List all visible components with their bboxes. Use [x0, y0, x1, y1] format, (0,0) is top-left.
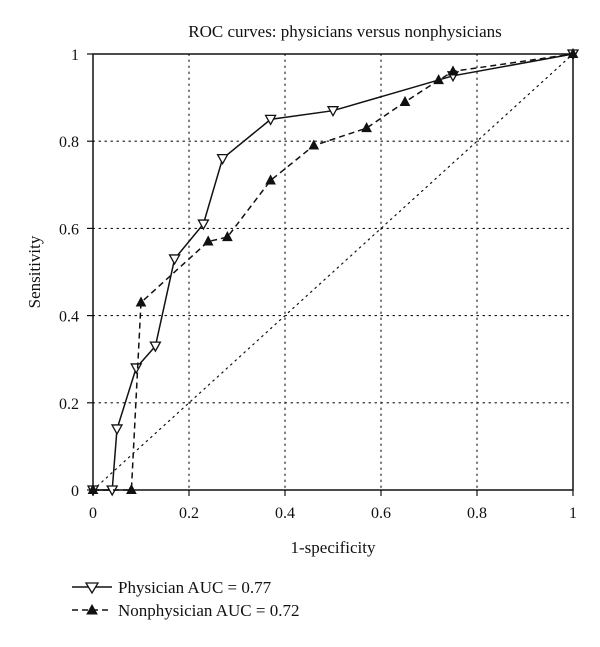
- x-axis-ticks: 0 0.2 0.4 0.6 0.8 1: [89, 490, 577, 522]
- series-0: [86, 49, 580, 497]
- chart-title: ROC curves: physicians versus nonphysici…: [188, 22, 502, 41]
- point-1-7: [361, 122, 372, 133]
- y-tick-label-3: 0.6: [59, 221, 79, 238]
- point-0-4: [149, 341, 162, 353]
- point-0-9: [326, 106, 340, 118]
- y-tick-label-1: 0.2: [59, 396, 79, 413]
- x-tick-label-3: 0.6: [371, 505, 391, 522]
- point-0-7: [216, 153, 229, 165]
- point-1-2: [135, 296, 147, 307]
- x-tick-label-1: 0.2: [179, 505, 199, 522]
- legend: Physician AUC = 0.77 Nonphysician AUC = …: [72, 578, 299, 620]
- x-tick-label-4: 0.8: [467, 505, 487, 522]
- legend-marker-nonphysician: [86, 603, 98, 615]
- legend-entry-nonphysician: Nonphysician AUC = 0.72: [72, 601, 299, 620]
- plot-frame: [92, 53, 574, 491]
- series-line-0: [93, 53, 574, 491]
- point-1-10: [447, 65, 459, 76]
- y-axis-ticks: 0 0.2 0.4 0.6 0.8 1: [59, 47, 93, 500]
- diagonal-reference-line: [92, 53, 574, 491]
- legend-marker-physician: [84, 582, 100, 595]
- legend-label-physician: Physician AUC = 0.77: [118, 578, 272, 597]
- legend-entry-physician: Physician AUC = 0.77: [72, 578, 272, 597]
- point-0-8: [264, 114, 277, 126]
- point-1-0: [87, 483, 99, 494]
- point-1-8: [399, 95, 411, 106]
- y-tick-label-2: 0.4: [59, 309, 79, 326]
- point-1-4: [222, 231, 233, 242]
- y-tick-label-5: 1: [71, 47, 79, 64]
- y-tick-label-4: 0.8: [59, 134, 79, 151]
- series-layer: [86, 47, 580, 497]
- point-1-1: [126, 483, 137, 494]
- series-line-1: [93, 53, 574, 491]
- y-axis-title: Sensitivity: [25, 235, 44, 308]
- y-tick-label-0: 0: [71, 483, 79, 500]
- point-0-5: [168, 254, 181, 266]
- point-1-5: [265, 174, 276, 185]
- point-1-6: [308, 139, 320, 150]
- grid-lines: [92, 53, 574, 491]
- legend-label-nonphysician: Nonphysician AUC = 0.72: [118, 601, 299, 620]
- point-1-11: [567, 47, 579, 58]
- point-0-3: [130, 363, 143, 375]
- x-tick-label-5: 1: [569, 505, 577, 522]
- point-0-6: [197, 219, 210, 231]
- x-tick-label-2: 0.4: [275, 505, 295, 522]
- point-1-3: [202, 235, 214, 246]
- x-axis-title: 1-specificity: [291, 538, 376, 557]
- point-1-9: [433, 74, 444, 85]
- point-0-2: [110, 424, 124, 436]
- x-tick-label-0: 0: [89, 505, 97, 522]
- series-1: [87, 47, 579, 494]
